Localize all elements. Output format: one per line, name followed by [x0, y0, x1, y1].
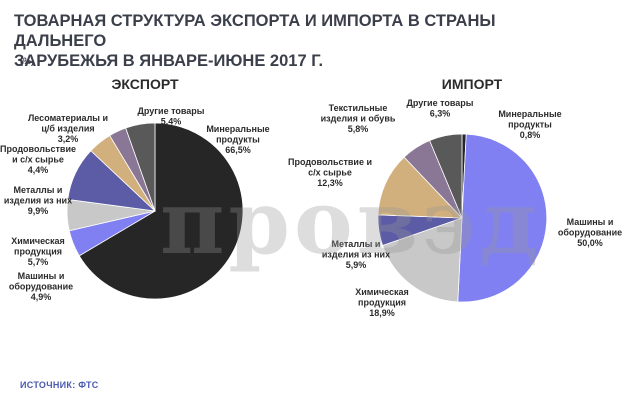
- slice-label: Металлы и изделия из них 9,9%: [4, 185, 72, 216]
- unit-label: (%): [20, 56, 34, 66]
- slice-label: Другие товары 6,3%: [407, 98, 474, 119]
- pie-slice: [125, 122, 156, 212]
- pie-chart-2: ИМПОРТ Минеральные продукты 0,8% Машины и обо…: [288, 76, 622, 318]
- pie-slice: [429, 133, 463, 219]
- slice-label: Лесоматериалы и ц/б изделия 3,2%: [28, 113, 108, 144]
- slice-label: Минеральные продукты 0,8%: [498, 109, 561, 140]
- source-note: ИСТОЧНИК: ФТС: [20, 380, 99, 390]
- slice-label: Металлы и изделия из них 5,9%: [322, 239, 390, 270]
- pie-title: ИМПОРТ: [442, 76, 503, 92]
- pie-title: ЭКСПОРТ: [111, 76, 179, 92]
- slice-label: Продовольствие и с/х сырье 4,4%: [0, 144, 76, 175]
- slice-label: Минеральные продукты 66,5%: [206, 124, 269, 155]
- slice-label: Химическая продукция 18,9%: [355, 287, 409, 318]
- slice-label: Другие товары 5,4%: [138, 106, 205, 127]
- slice-label: Продовольствие и с/х сырье 12,3%: [288, 157, 372, 188]
- slice-label: Машины и оборудование 4,9%: [9, 271, 73, 302]
- slice-label: Химическая продукция 5,7%: [11, 236, 65, 267]
- page-title-line-2: ЗАРУБЕЖЬЯ В ЯНВАРЕ-ИЮНЕ 2017 Г.: [14, 52, 324, 70]
- slice-label: Текстильные изделия и обувь 5,8%: [321, 103, 396, 134]
- pie-slice: [377, 156, 463, 219]
- pie-slice: [457, 133, 548, 303]
- slice-label: Машины и оборудование 50,0%: [558, 217, 622, 248]
- pie-slice: [78, 122, 244, 300]
- page-title-line-1: ТОВАРНАЯ СТРУКТУРА ЭКСПОРТА И ИМПОРТА В …: [14, 12, 496, 50]
- page-title: ТОВАРНАЯ СТРУКТУРА ЭКСПОРТА И ИМПОРТА В …: [14, 11, 574, 71]
